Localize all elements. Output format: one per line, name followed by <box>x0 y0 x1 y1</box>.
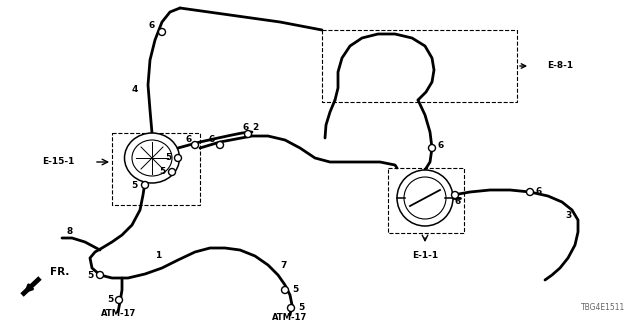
Text: E-1-1: E-1-1 <box>412 251 438 260</box>
Ellipse shape <box>125 133 179 183</box>
Text: 5: 5 <box>132 180 138 189</box>
Text: ATM-17: ATM-17 <box>273 314 308 320</box>
Text: 6: 6 <box>186 135 192 145</box>
Text: 5: 5 <box>160 167 166 177</box>
Text: 5: 5 <box>166 154 172 163</box>
Text: 5: 5 <box>292 285 298 294</box>
Text: 6: 6 <box>438 140 444 149</box>
Bar <box>388 168 464 233</box>
Text: TBG4E1511: TBG4E1511 <box>580 303 625 312</box>
Circle shape <box>191 141 198 148</box>
Text: 5: 5 <box>87 270 93 279</box>
Text: 5: 5 <box>107 295 113 305</box>
Text: 6: 6 <box>243 123 249 132</box>
Text: 6: 6 <box>455 197 461 206</box>
Text: 6: 6 <box>209 135 215 145</box>
Circle shape <box>404 177 446 219</box>
Text: 6: 6 <box>536 188 542 196</box>
Text: 4: 4 <box>132 85 138 94</box>
Text: 8: 8 <box>67 228 73 236</box>
Circle shape <box>97 271 104 278</box>
Text: E-15-1: E-15-1 <box>42 157 74 166</box>
Circle shape <box>429 145 435 151</box>
Text: 7: 7 <box>280 260 286 269</box>
Text: 2: 2 <box>252 124 258 132</box>
Text: 5: 5 <box>298 303 304 313</box>
Ellipse shape <box>132 140 172 176</box>
Text: E-8-1: E-8-1 <box>547 61 573 70</box>
Circle shape <box>175 155 182 162</box>
Text: ATM-17: ATM-17 <box>101 309 136 318</box>
Text: 1: 1 <box>155 251 161 260</box>
Circle shape <box>451 191 458 198</box>
Bar <box>322 30 517 102</box>
Text: FR.: FR. <box>50 267 69 277</box>
Circle shape <box>115 297 122 303</box>
Text: 3: 3 <box>565 211 572 220</box>
Circle shape <box>159 28 166 36</box>
Circle shape <box>168 169 175 175</box>
Circle shape <box>527 188 534 196</box>
Text: 6: 6 <box>148 20 155 29</box>
Circle shape <box>244 131 252 138</box>
Bar <box>112 133 200 205</box>
Circle shape <box>216 141 223 148</box>
Circle shape <box>282 286 289 293</box>
Circle shape <box>141 181 148 188</box>
Circle shape <box>287 305 294 311</box>
Circle shape <box>397 170 453 226</box>
